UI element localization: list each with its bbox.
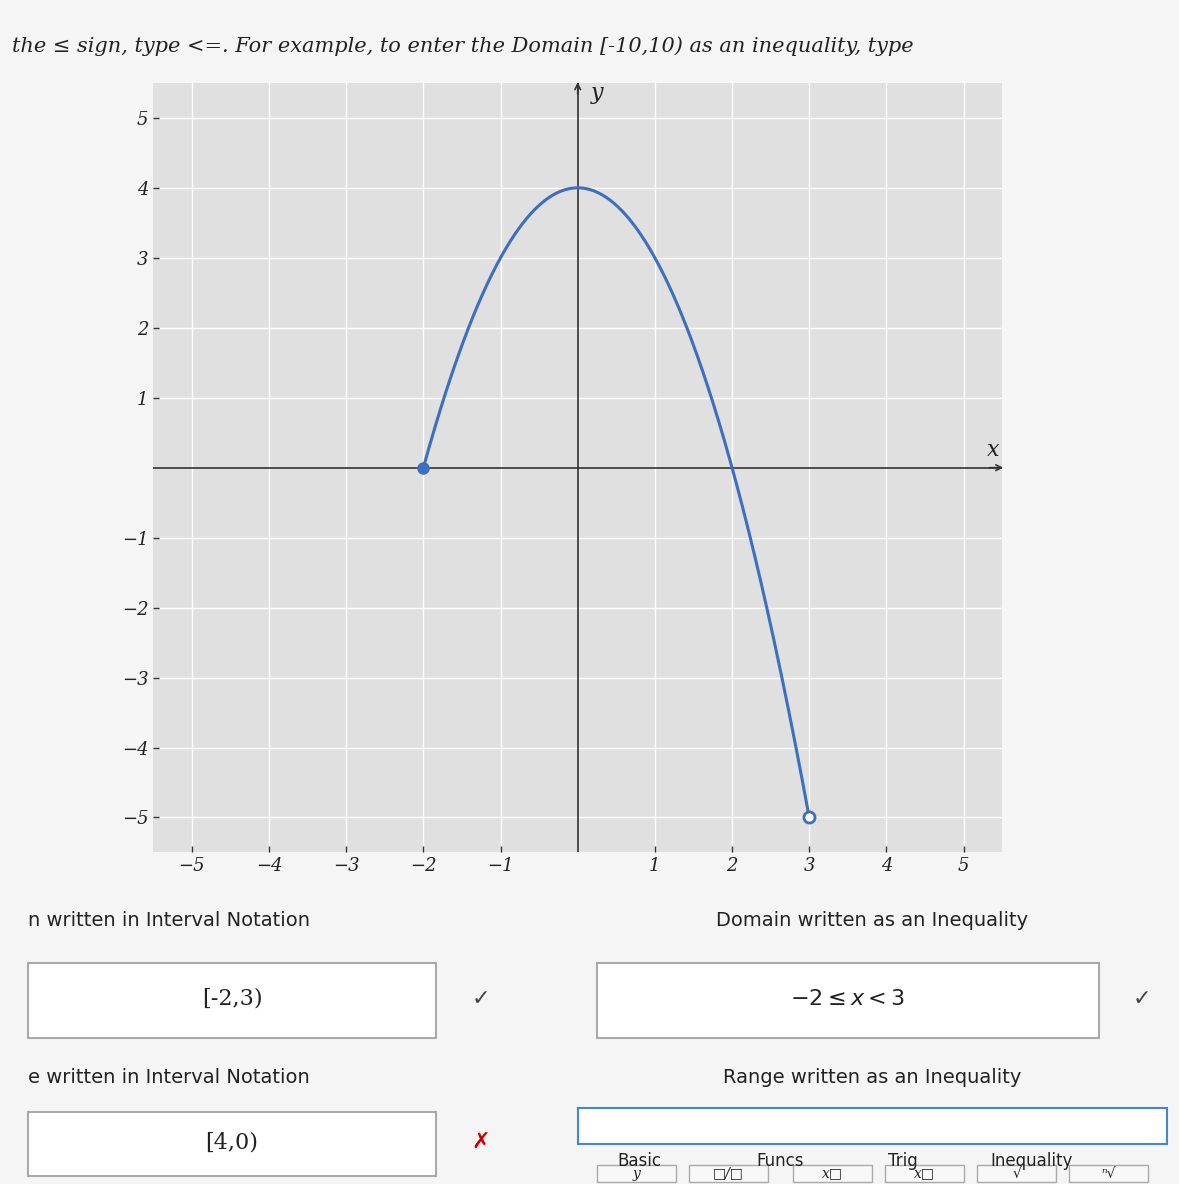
Text: x□: x□ <box>914 1166 935 1180</box>
Text: Funcs: Funcs <box>757 1152 804 1171</box>
Text: ✓: ✓ <box>472 989 490 1009</box>
Text: x: x <box>987 439 1000 462</box>
FancyBboxPatch shape <box>884 1165 964 1183</box>
Text: [-2,3): [-2,3) <box>202 987 263 1010</box>
FancyBboxPatch shape <box>597 1165 677 1183</box>
Text: Inequality: Inequality <box>990 1152 1073 1171</box>
Text: √: √ <box>1012 1166 1021 1180</box>
Text: the ≤ sign, type <=. For example, to enter the Domain [-10,10) as an inequality,: the ≤ sign, type <=. For example, to ent… <box>12 37 914 56</box>
Text: □/□: □/□ <box>713 1166 744 1180</box>
Text: y: y <box>632 1166 640 1180</box>
FancyBboxPatch shape <box>578 1107 1167 1144</box>
Text: ⁿ√: ⁿ√ <box>1101 1166 1115 1180</box>
Text: n written in Interval Notation: n written in Interval Notation <box>28 910 310 931</box>
Text: Domain written as an Inequality: Domain written as an Inequality <box>717 910 1028 931</box>
FancyBboxPatch shape <box>792 1165 872 1183</box>
FancyBboxPatch shape <box>28 1112 436 1176</box>
FancyBboxPatch shape <box>976 1165 1056 1183</box>
Text: y: y <box>591 82 604 104</box>
FancyBboxPatch shape <box>1068 1165 1148 1183</box>
Text: $-2 \leq x < 3$: $-2 \leq x < 3$ <box>790 989 905 1009</box>
FancyBboxPatch shape <box>689 1165 769 1183</box>
FancyBboxPatch shape <box>28 963 436 1038</box>
Text: Range written as an Inequality: Range written as an Inequality <box>723 1068 1022 1087</box>
Text: ✓: ✓ <box>1133 989 1152 1009</box>
Text: Basic: Basic <box>618 1152 661 1171</box>
Text: ✗: ✗ <box>472 1132 490 1152</box>
Text: e written in Interval Notation: e written in Interval Notation <box>28 1068 310 1087</box>
Text: x□: x□ <box>822 1166 843 1180</box>
Text: [4,0): [4,0) <box>205 1131 258 1153</box>
Text: tion: tion <box>61 1157 92 1176</box>
FancyBboxPatch shape <box>597 963 1099 1038</box>
Text: Trig: Trig <box>888 1152 918 1171</box>
